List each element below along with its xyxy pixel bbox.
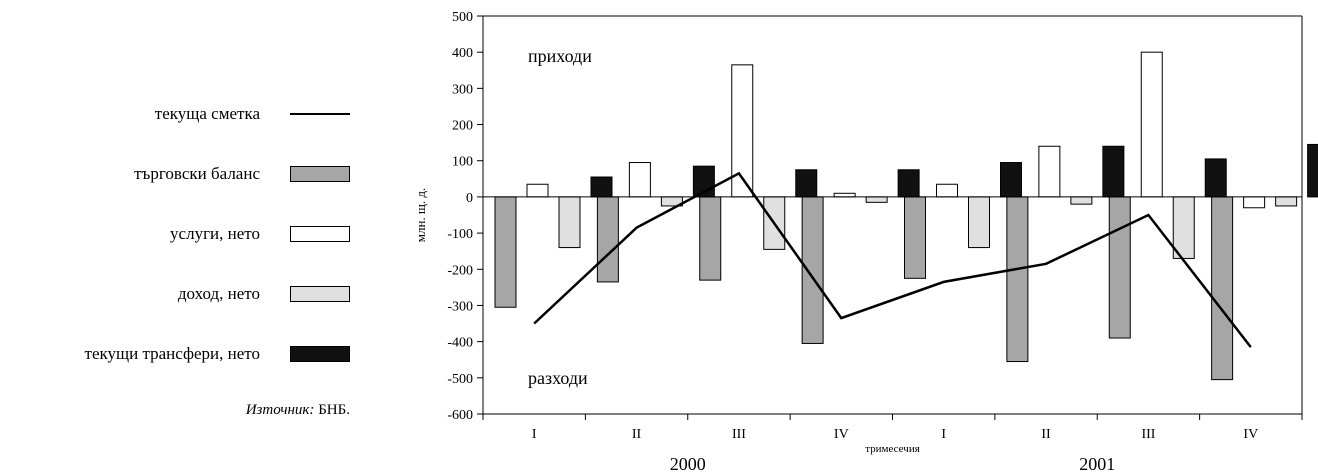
bar <box>1070 196 1093 205</box>
bar <box>897 169 920 198</box>
bar <box>1108 196 1131 339</box>
legend-swatch <box>290 226 350 242</box>
year-label: 2000 <box>670 454 706 472</box>
source-prefix: Източник: <box>245 402 315 418</box>
bar <box>1102 145 1125 198</box>
bar <box>558 196 581 249</box>
bar <box>596 196 619 283</box>
legend-swatch <box>290 166 350 182</box>
bar <box>833 192 856 198</box>
source-text: БНБ. <box>314 402 350 418</box>
legend-item-current-account: текуща сметка <box>0 104 350 124</box>
legend-line-swatch <box>290 113 350 115</box>
bar <box>795 169 818 198</box>
bar <box>590 176 613 198</box>
x-tick-label: IV <box>834 427 849 442</box>
bar <box>1204 158 1227 198</box>
bar <box>1307 143 1318 198</box>
legend-label: текуща сметка <box>154 104 260 123</box>
legend-item-income: доход, нето <box>0 284 350 304</box>
legend-swatch <box>290 346 350 362</box>
y-tick-label: -300 <box>447 299 473 314</box>
legend-swatch <box>290 286 350 302</box>
bar <box>1211 196 1234 381</box>
bar <box>1038 145 1061 198</box>
bar <box>1000 162 1022 198</box>
y-tick-label: 200 <box>452 119 473 134</box>
x-tick-label: III <box>1141 427 1155 442</box>
y-tick-label: 400 <box>452 46 473 61</box>
bar <box>494 196 517 308</box>
current-account-line <box>533 171 1252 348</box>
legend-label: услуги, нето <box>170 224 260 243</box>
bar <box>968 196 990 249</box>
legend-label: търговски баланс <box>134 164 260 183</box>
bar <box>1243 196 1266 209</box>
bar <box>865 196 888 203</box>
legend-item-trade-balance: търговски баланс <box>0 164 350 184</box>
year-label: 2001 <box>1079 454 1115 472</box>
y-axis-title: млн. щ. д. <box>413 188 428 243</box>
legend-label: текущи трансфери, нето <box>84 344 260 363</box>
source-note: Източник: БНБ. <box>246 402 350 419</box>
x-tick-label: I <box>941 427 946 442</box>
y-tick-label: 300 <box>452 82 473 97</box>
legend-label: доход, нето <box>177 284 260 303</box>
bar <box>1275 196 1298 207</box>
annotation-income: приходи <box>528 46 592 66</box>
y-tick-label: 500 <box>452 10 473 25</box>
bar <box>699 196 722 281</box>
bar <box>1140 51 1163 198</box>
chart-legend: текуща сметка търговски баланс услуги, н… <box>0 0 360 472</box>
bar <box>936 183 958 198</box>
y-tick-label: -600 <box>447 408 473 423</box>
y-tick-label: 100 <box>452 155 473 170</box>
bar <box>628 162 651 198</box>
y-tick-label: -200 <box>447 263 473 278</box>
x-tick-label: II <box>632 427 642 442</box>
bar <box>526 183 549 198</box>
bar <box>904 196 926 279</box>
x-tick-label: I <box>532 427 537 442</box>
legend-item-services: услуги, нето <box>0 224 350 244</box>
y-tick-label: -400 <box>447 336 473 351</box>
y-tick-label: -100 <box>447 227 473 242</box>
bar <box>1006 196 1029 363</box>
x-tick-label: III <box>732 427 746 442</box>
x-tick-label: II <box>1041 427 1051 442</box>
y-tick-label: -500 <box>447 372 473 387</box>
annotation-expenses: разходи <box>528 368 588 388</box>
x-tick-label: IV <box>1243 427 1258 442</box>
legend-item-transfers: текущи трансфери, нето <box>0 344 350 364</box>
x-axis-title: тримесечия <box>865 443 920 455</box>
bar <box>801 196 824 344</box>
y-tick-label: 0 <box>466 191 473 206</box>
